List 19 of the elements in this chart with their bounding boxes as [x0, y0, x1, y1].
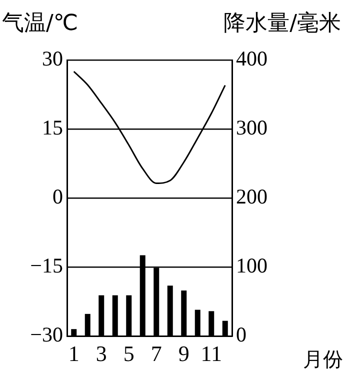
y2-tick-label: 300	[236, 116, 268, 140]
y-tick-label: 30	[42, 46, 63, 71]
y2-tick-label: 400	[236, 46, 268, 71]
x-tick-label: 7	[150, 340, 162, 366]
x-tick-label: 9	[178, 340, 190, 366]
x-tick-label: 5	[123, 340, 134, 366]
y-tick-label: −15	[30, 254, 63, 278]
y-tick-label: 15	[42, 116, 63, 140]
y-tick-label: 0	[52, 184, 63, 209]
y2-axis-title: 降水量/毫米	[224, 10, 341, 38]
y-axis-title: 气温/℃	[2, 10, 78, 38]
y2-tick-label: 0	[236, 322, 246, 347]
y2-tick-label: 200	[236, 184, 268, 209]
x-axis-title: 月份	[303, 346, 343, 373]
x-tick-label: 11	[200, 340, 222, 366]
y-tick-label: −30	[30, 322, 63, 347]
x-tick-label: 3	[96, 340, 107, 366]
x-tick-label: 1	[68, 340, 80, 366]
y2-tick-label: 100	[236, 254, 268, 278]
